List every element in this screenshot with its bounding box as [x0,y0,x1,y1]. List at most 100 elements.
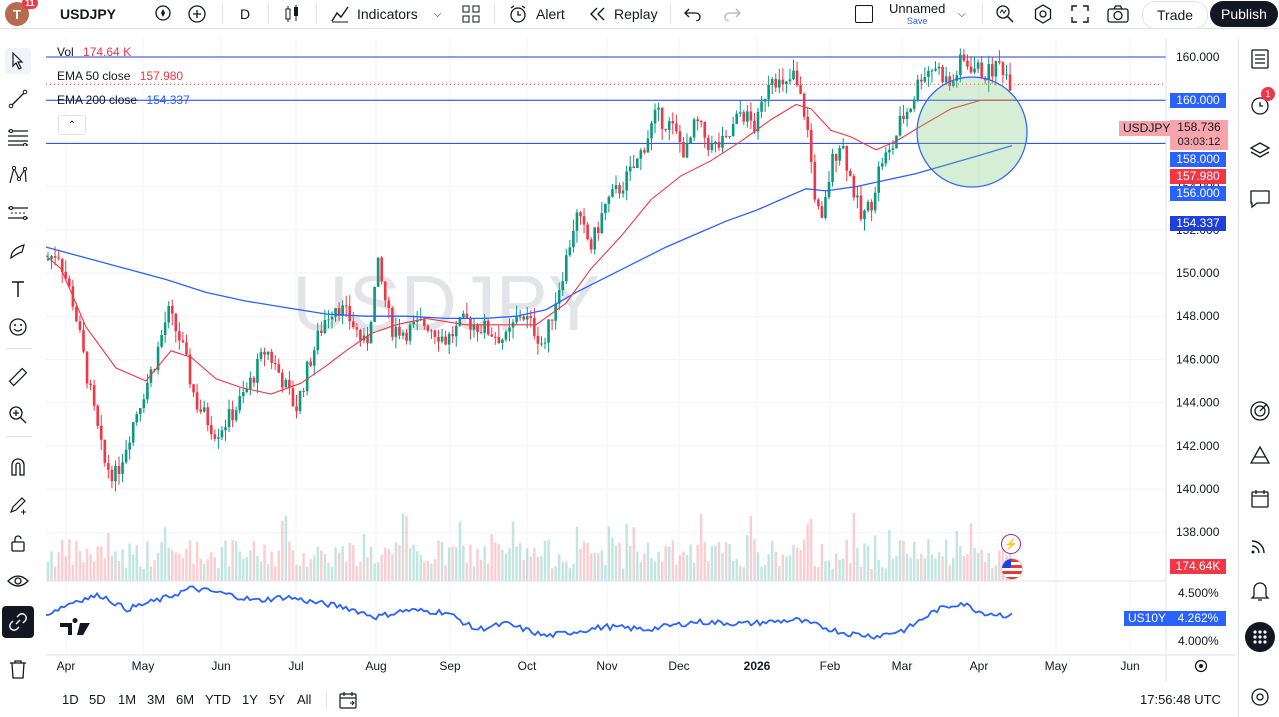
candle-body[interactable] [305,361,309,392]
hline-156-label[interactable]: 156.000 [1170,186,1226,201]
chat-icon[interactable] [1247,186,1273,212]
chart-area[interactable]: USDJPY 162.000160.000158.000156.000154.0… [45,7,1236,682]
candle-body[interactable] [68,278,71,287]
candle-body[interactable] [497,336,501,343]
price-chart[interactable]: USDJPY 162.000160.000158.000156.000154.0… [45,7,1236,682]
hline-158-label[interactable]: 158.000 [1170,152,1226,167]
streams-icon[interactable] [1247,532,1273,558]
candle-body[interactable] [753,120,756,132]
candle-body[interactable] [437,336,440,342]
indicators-button[interactable]: Indicators ⌵ [330,0,441,28]
candle-body[interactable] [85,351,89,384]
candle-body[interactable] [966,60,969,67]
candle-body[interactable] [447,333,451,345]
candle-body[interactable] [75,306,78,322]
candle-body[interactable] [408,324,412,341]
lightning-event-icon[interactable]: ⚡ [1001,534,1021,554]
candle-body[interactable] [210,425,213,435]
candle-body[interactable] [646,138,650,153]
candle-body[interactable] [838,148,841,161]
candle-body[interactable] [643,150,646,153]
candle-body[interactable] [671,121,675,124]
candle-body[interactable] [337,308,341,316]
candle-body[interactable] [206,407,210,426]
candle-body[interactable] [849,170,852,176]
candle-body[interactable] [412,321,415,325]
layouts-grid-icon[interactable] [462,0,480,28]
candle-body[interactable] [817,199,820,207]
candle-body[interactable] [53,255,57,258]
candle-body[interactable] [121,462,124,474]
notifications-bell-icon[interactable] [1247,578,1273,604]
candle-body[interactable] [841,146,845,149]
quick-search-icon[interactable] [995,0,1015,28]
candle-body[interactable] [888,149,891,153]
candle-body[interactable] [909,108,912,112]
candle-body[interactable] [391,308,394,337]
candle-body[interactable] [82,330,85,352]
candle-body[interactable] [160,335,163,347]
candle-body[interactable] [923,77,927,82]
range-button-1d[interactable]: 1D [62,692,79,707]
candle-body[interactable] [973,68,976,73]
volume-legend[interactable]: Vol 174.64 K [57,45,131,59]
candle-body[interactable] [575,212,579,231]
redo-icon[interactable] [723,0,741,28]
candle-body[interactable] [554,303,557,321]
candle-body[interactable] [912,99,916,109]
candle-body[interactable] [1005,74,1008,76]
hline-160-label[interactable]: 160.000 [1170,93,1226,108]
candle-body[interactable] [682,142,685,158]
candle-body[interactable] [699,121,703,123]
candle-body[interactable] [689,137,692,144]
candle-body[interactable] [870,201,873,211]
cursor-arrow-icon[interactable] [5,48,31,74]
candle-body[interactable] [756,111,760,132]
candle-body[interactable] [778,79,781,88]
candle-body[interactable] [295,406,298,412]
candle-body[interactable] [256,358,259,383]
candle-body[interactable] [710,143,714,150]
candle-body[interactable] [291,388,295,407]
candle-body[interactable] [692,119,696,138]
candle-body[interactable] [50,255,53,259]
trend-line-icon[interactable] [5,86,31,112]
candle-body[interactable] [508,327,511,332]
candle-body[interactable] [792,70,795,80]
candle-body[interactable] [245,388,249,393]
candle-body[interactable] [785,81,788,85]
candle-body[interactable] [742,112,746,122]
candle-body[interactable] [749,111,753,121]
candle-body[interactable] [799,85,802,94]
candle-body[interactable] [149,369,153,383]
ruler-icon[interactable] [5,364,31,390]
candle-body[interactable] [770,79,774,85]
candle-body[interactable] [220,430,224,438]
candle-body[interactable] [316,330,320,351]
candle-body[interactable] [330,316,334,320]
candle-body[interactable] [440,336,444,342]
candle-body[interactable] [89,383,92,386]
brush-icon[interactable] [5,238,31,264]
trash-icon[interactable] [5,656,31,682]
candle-body[interactable] [110,469,114,482]
settings-gear-icon[interactable] [1033,0,1053,28]
candle-body[interactable] [607,196,611,204]
candle-body[interactable] [824,197,827,218]
candle-body[interactable] [809,129,813,162]
candle-body[interactable] [735,113,738,124]
candle-body[interactable] [653,109,657,124]
candle-body[interactable] [802,93,806,117]
candle-body[interactable] [774,79,778,88]
candle-body[interactable] [107,462,110,470]
candle-body[interactable] [426,325,430,331]
candle-body[interactable] [518,316,522,318]
candle-body[interactable] [57,257,60,259]
fib-retracement-icon[interactable] [5,124,31,150]
ema50-line[interactable] [45,99,1012,395]
candle-body[interactable] [582,216,586,225]
ideas-triangle-icon[interactable] [1247,442,1273,468]
candle-body[interactable] [170,306,174,314]
candle-body[interactable] [355,327,359,330]
candle-body[interactable] [433,330,437,337]
